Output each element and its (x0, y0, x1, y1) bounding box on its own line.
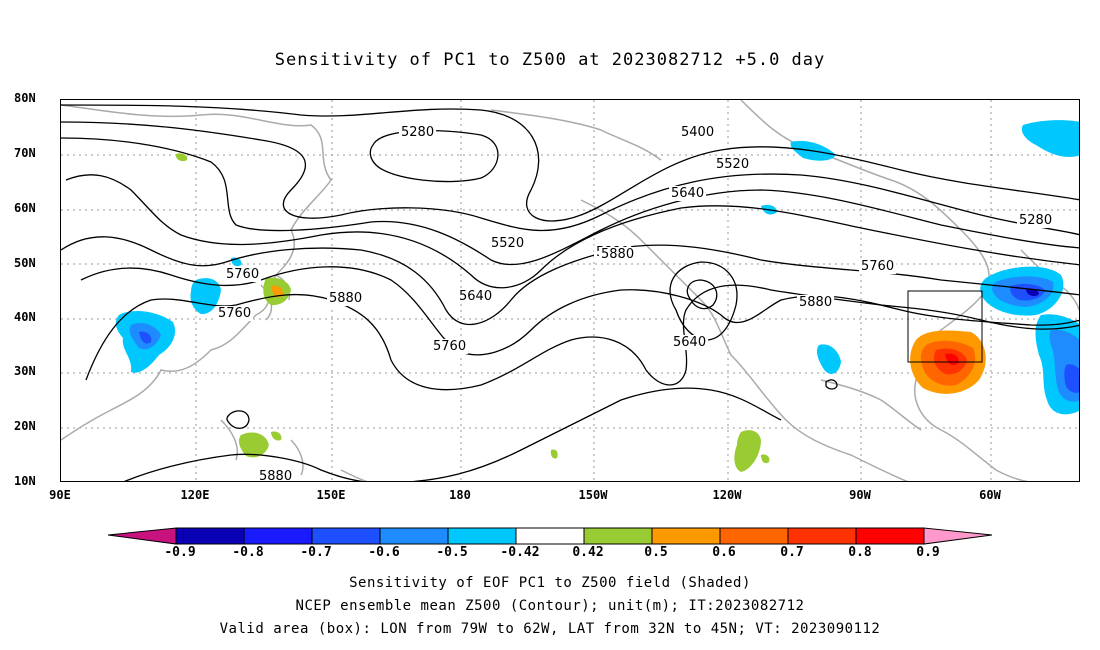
colorbar-over-triangle (923, 527, 992, 545)
lon-label: 120W (712, 488, 742, 502)
map-panel: 5280 5400 5520 5640 5760 5880 5520 5640 … (60, 99, 1080, 482)
lon-label: 90E (49, 488, 71, 502)
colorbar (108, 527, 992, 545)
colorbar-cell (787, 527, 857, 545)
contour-label: 5640 (673, 335, 706, 350)
contour-label: 5760 (226, 267, 259, 282)
colorbar-label: -0.8 (232, 545, 264, 560)
contour-label: 5880 (601, 247, 634, 262)
colorbar-label: -0.9 (164, 545, 196, 560)
lon-label: 120E (180, 488, 210, 502)
lon-label: 90W (849, 488, 871, 502)
map-canvas: 5280 5400 5520 5640 5760 5880 5520 5640 … (61, 100, 1079, 482)
lat-label: 80N (14, 91, 36, 105)
contour-label: 5640 (671, 186, 704, 201)
lat-label: 70N (14, 146, 36, 160)
contour-label: 5880 (799, 295, 832, 310)
contour-label: 5760 (861, 259, 894, 274)
colorbar-label: -0.5 (436, 545, 468, 560)
colorbar-cell (379, 527, 449, 545)
colorbar-cell (583, 527, 653, 545)
colorbar-label: 0.7 (780, 545, 804, 560)
lat-label: 20N (14, 419, 36, 433)
contour-labels: 5280 5400 5520 5640 5760 5880 5520 5640 … (216, 125, 1055, 482)
lon-label: 180 (449, 488, 471, 502)
lon-label: 60W (979, 488, 1001, 502)
colorbar-label: 0.6 (712, 545, 736, 560)
contour-label: 5640 (459, 289, 492, 304)
lon-label: 150W (578, 488, 608, 502)
colorbar-cell (515, 527, 585, 545)
colorbar-under-triangle (108, 527, 177, 545)
lat-label: 30N (14, 364, 36, 378)
contour-label: 5400 (681, 125, 714, 140)
lon-label: 150E (316, 488, 346, 502)
colorbar-label: 0.9 (916, 545, 940, 560)
colorbar-label: -0.42 (500, 545, 540, 560)
colorbar-cell (855, 527, 925, 545)
lat-label: 60N (14, 201, 36, 215)
colorbar-cell (719, 527, 789, 545)
sensitivity-shading (115, 120, 1079, 472)
contour-label: 5880 (259, 469, 292, 482)
caption-shading: Sensitivity of EOF PC1 to Z500 field (Sh… (349, 575, 751, 591)
contour-label: 5280 (401, 125, 434, 140)
contour-label: 5880 (329, 291, 362, 306)
caption-contour: NCEP ensemble mean Z500 (Contour); unit(… (295, 598, 805, 614)
contour-label: 5520 (491, 236, 524, 251)
colorbar-label: 0.42 (572, 545, 604, 560)
colorbar-cell (175, 527, 245, 545)
map-title: Sensitivity of PC1 to Z500 at 2023082712… (274, 50, 826, 70)
valid-area-box (907, 290, 983, 363)
lat-label: 40N (14, 310, 36, 324)
colorbar-cell (311, 527, 381, 545)
lat-label: 50N (14, 256, 36, 270)
colorbar-label: 0.5 (644, 545, 668, 560)
contour-label: 5760 (433, 339, 466, 354)
colorbar-label: 0.8 (848, 545, 872, 560)
lat-label: 10N (14, 474, 36, 488)
colorbar-cell (243, 527, 313, 545)
colorbar-label: -0.7 (300, 545, 332, 560)
contour-label: 5760 (218, 306, 251, 321)
colorbar-cell (447, 527, 517, 545)
contour-label: 5280 (1019, 213, 1052, 228)
colorbar-label: -0.6 (368, 545, 400, 560)
contour-label: 5520 (716, 157, 749, 172)
colorbar-cell (651, 527, 721, 545)
caption-valid-area: Valid area (box): LON from 79W to 62W, L… (219, 621, 881, 637)
